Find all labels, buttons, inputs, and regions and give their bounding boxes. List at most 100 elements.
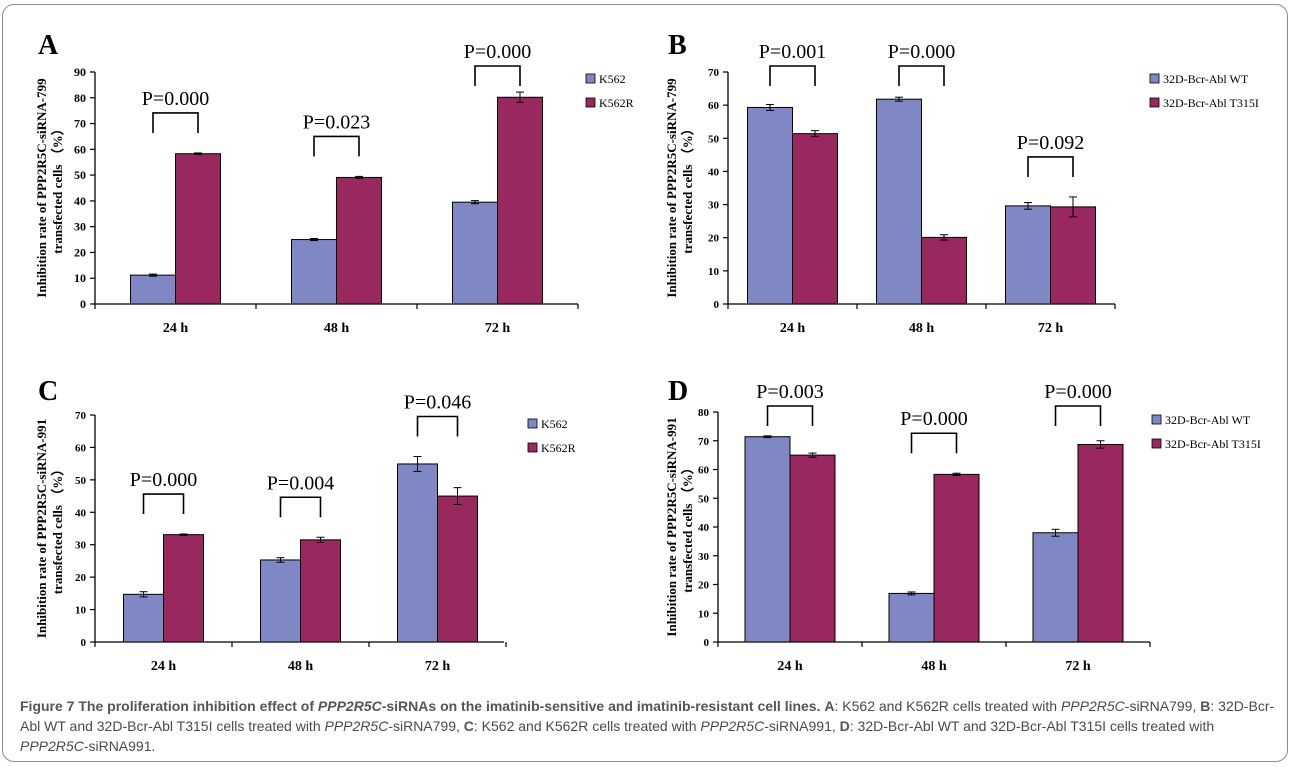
y-tick-label: 40 xyxy=(698,522,710,534)
x-tick-label: 72 h xyxy=(1065,659,1091,674)
caption-title-post: -siRNAs on the imatinib-sensitive and im… xyxy=(381,698,821,714)
y-tick-label: 0 xyxy=(704,637,710,649)
significance-bracket xyxy=(313,135,360,157)
bar xyxy=(789,454,836,643)
p-value-label: P=0.092 xyxy=(1017,132,1084,154)
y-axis-label: transfected cells （%） xyxy=(50,122,65,253)
y-tick-label: 80 xyxy=(74,91,86,105)
legend-label: K562 xyxy=(599,72,626,86)
y-tick-label: 10 xyxy=(74,271,86,285)
caption-a-gene: PPP2R5C xyxy=(1060,698,1125,714)
legend-swatch xyxy=(585,73,596,84)
chart-panel-a: A 0 10 20 30 40 50 60 70 80 90 24 h 48 h 72 h P=0.000 P… xyxy=(34,30,634,336)
legend-swatch xyxy=(1149,73,1160,84)
significance-bracket xyxy=(766,405,814,426)
bar xyxy=(437,495,478,643)
bar xyxy=(747,106,793,305)
y-tick-label: 70 xyxy=(708,67,720,79)
y-tick-label: 0 xyxy=(714,299,720,311)
caption-title-pre: The proliferation inhibition effect of xyxy=(78,698,318,714)
caption-b-text2: -siRNA799, xyxy=(388,718,464,734)
significance-bracket xyxy=(142,493,185,515)
bar xyxy=(130,274,176,305)
y-tick-label: 10 xyxy=(708,266,720,278)
bar xyxy=(1050,206,1096,305)
legend-label: 32D-Bcr-Abl WT xyxy=(1165,413,1251,427)
bar xyxy=(888,592,935,643)
p-value-label: P=0.000 xyxy=(888,41,955,63)
x-tick-label: 24 h xyxy=(151,659,177,674)
bar xyxy=(1005,205,1051,305)
p-value-label: P=0.003 xyxy=(756,381,823,403)
y-axis-label: transfected cells （%） xyxy=(680,461,695,592)
y-tick-label: 30 xyxy=(75,540,87,552)
y-tick-label: 20 xyxy=(708,233,720,245)
x-tick-label: 48 h xyxy=(921,659,947,674)
bar xyxy=(876,98,922,305)
legend-swatch xyxy=(1151,414,1162,425)
significance-bracket xyxy=(416,415,459,437)
bar xyxy=(744,436,791,643)
legend-swatch xyxy=(527,442,538,453)
significance-bracket xyxy=(910,432,958,454)
panel-letter: A xyxy=(38,30,59,61)
chart-panel-c: C 0 10 20 30 40 50 60 70 24 h 48 h 72 h P=0.000 P=0.0… xyxy=(34,376,576,674)
y-axis-label: Inhibition rate of PPP2R5C-siRNA-991 xyxy=(664,417,679,636)
y-tick-label: 0 xyxy=(80,297,86,311)
legend-swatch xyxy=(585,97,596,108)
significance-bracket xyxy=(474,65,521,86)
y-tick-label: 20 xyxy=(75,572,87,584)
p-value-label: P=0.000 xyxy=(1044,381,1111,403)
y-axis-label: transfected cells （%） xyxy=(680,122,695,253)
chart-panel-b: B 0 10 20 30 40 50 60 70 24 h 48 h 72 h P=0.001 P=0.0… xyxy=(664,30,1259,336)
p-value-label: P=0.046 xyxy=(404,392,471,414)
y-tick-label: 70 xyxy=(698,436,710,448)
caption-b-text1: : 32D-Bcr-Abl WT and 32D-Bcr-Abl T315I c… xyxy=(20,698,1275,734)
figure-caption: Figure 7 The proliferation inhibition ef… xyxy=(20,696,1280,756)
y-tick-label: 50 xyxy=(698,493,710,505)
y-tick-label: 40 xyxy=(74,194,86,208)
y-tick-label: 60 xyxy=(75,442,87,454)
x-tick-label: 72 h xyxy=(425,659,451,674)
panel-letter: D xyxy=(668,376,688,407)
y-tick-label: 70 xyxy=(74,117,86,131)
y-tick-label: 60 xyxy=(74,142,86,156)
y-tick-label: 60 xyxy=(698,465,710,477)
legend-swatch xyxy=(527,418,538,429)
p-value-label: P=0.000 xyxy=(900,408,967,430)
bar xyxy=(1032,532,1079,643)
caption-c-text2: -siRNA991, xyxy=(764,718,840,734)
y-tick-label: 10 xyxy=(75,605,87,617)
p-value-label: P=0.000 xyxy=(130,469,197,491)
bar xyxy=(175,153,221,305)
bar xyxy=(1077,443,1124,643)
legend-swatch xyxy=(1149,97,1160,108)
caption-a-text1: : K562 and K562R cells treated with xyxy=(834,698,1061,714)
caption-c-label: C xyxy=(463,718,474,734)
x-tick-label: 72 h xyxy=(1038,321,1064,336)
bar xyxy=(260,559,301,643)
legend-label: 32D-Bcr-Abl T315I xyxy=(1163,96,1259,110)
p-value-label: P=0.004 xyxy=(267,472,334,494)
y-tick-label: 0 xyxy=(81,637,87,649)
x-tick-label: 24 h xyxy=(777,659,803,674)
y-tick-label: 20 xyxy=(74,245,86,259)
caption-c-text1: : K562 and K562R cells treated with xyxy=(473,718,701,734)
y-tick-label: 80 xyxy=(698,407,710,419)
caption-a-text2: -siRNA799, xyxy=(1124,698,1201,714)
p-value-label: P=0.001 xyxy=(759,41,826,63)
caption-d-label: D xyxy=(839,718,850,734)
panel-letter: B xyxy=(668,30,687,61)
legend-label: K562R xyxy=(541,441,576,455)
x-tick-label: 48 h xyxy=(288,659,314,674)
y-tick-label: 70 xyxy=(75,410,87,422)
y-tick-label: 90 xyxy=(74,65,86,79)
caption-label: Figure 7 xyxy=(20,698,75,714)
caption-d-gene: PPP2R5C xyxy=(20,738,84,754)
caption-d-text2: -siRNA991. xyxy=(83,738,156,754)
legend-label: 32D-Bcr-Abl WT xyxy=(1163,72,1249,86)
x-tick-label: 48 h xyxy=(909,321,935,336)
significance-bracket xyxy=(1027,156,1074,177)
chart-panel-d: D 0 10 20 30 40 50 60 70 80 24 h 48 h 72 h P=0.003 P=0… xyxy=(664,376,1261,674)
bar xyxy=(792,133,838,305)
